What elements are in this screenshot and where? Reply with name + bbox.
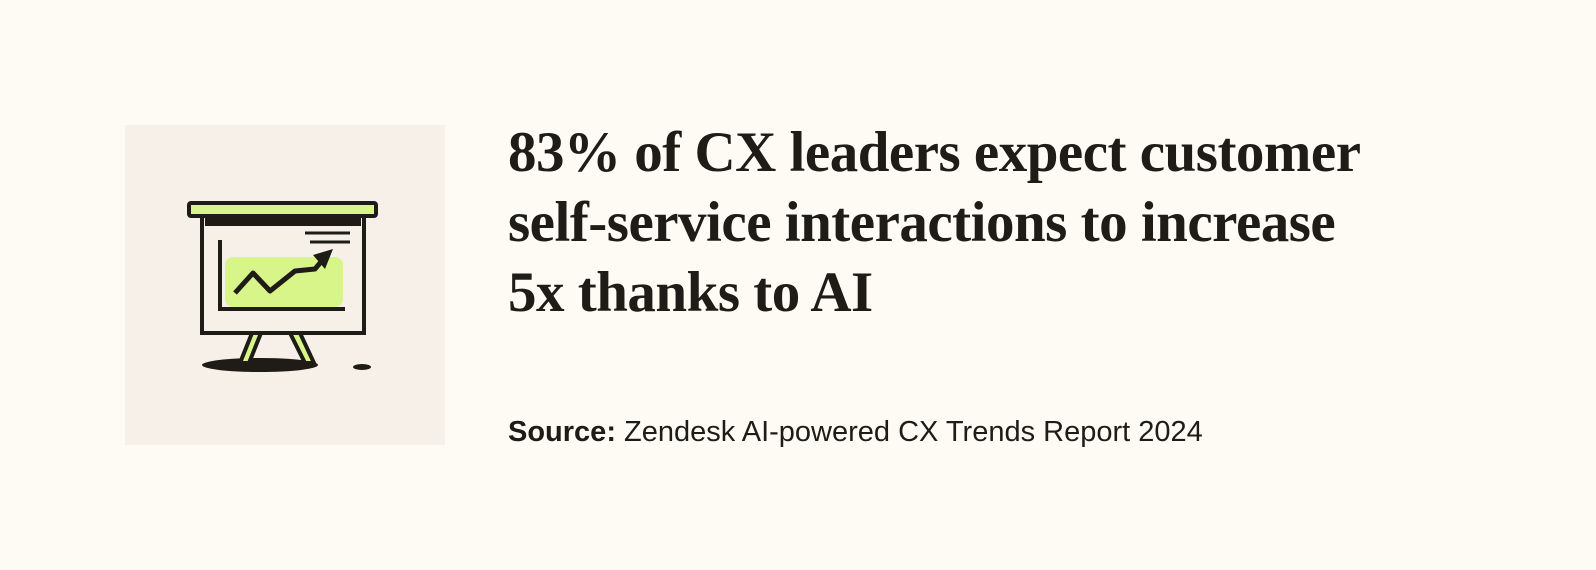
source: Source: Zendesk AI-powered CX Trends Rep…: [508, 414, 1203, 450]
headline-line: 83% of CX leaders expect customer: [508, 121, 1361, 184]
illustration: [125, 125, 445, 445]
source-label: Source:: [508, 416, 616, 448]
headline-line: 5x thanks to AI: [508, 261, 873, 324]
headline: 83% of CX leaders expect customer self-s…: [508, 118, 1361, 328]
source-text: Zendesk AI-powered CX Trends Report 2024: [624, 416, 1203, 448]
presentation-icon: [187, 201, 378, 372]
headline-line: self-service interactions to increase: [508, 191, 1336, 254]
